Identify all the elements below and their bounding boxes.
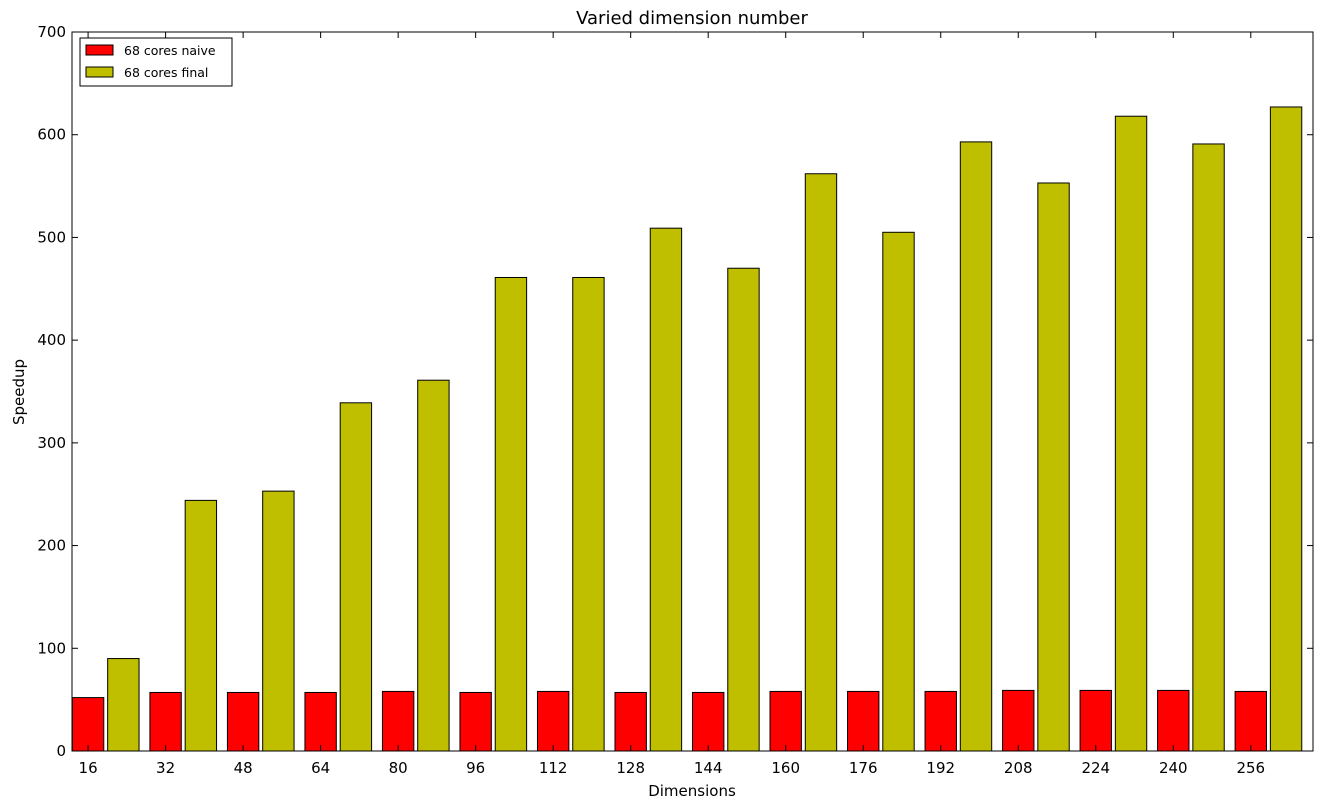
- y-tick-label: 400: [37, 331, 66, 349]
- x-axis-label: Dimensions: [648, 782, 736, 800]
- legend: 68 cores naive 68 cores final: [79, 37, 233, 87]
- y-tick-label: 300: [37, 434, 66, 452]
- chart-title: Varied dimension number: [576, 8, 808, 29]
- y-tick-label: 100: [37, 639, 66, 657]
- bar-final-32: [184, 499, 218, 752]
- plot-frame: [71, 31, 1314, 752]
- bar-final-208: [1037, 182, 1070, 752]
- bar-naive-160: [769, 690, 802, 752]
- x-tick-label: 144: [694, 759, 723, 777]
- bar-naive-256: [1234, 690, 1267, 752]
- bar-naive-64: [304, 691, 337, 752]
- bar-final-64: [339, 402, 373, 752]
- bar-naive-144: [692, 691, 725, 752]
- y-axis-label: Speedup: [10, 359, 28, 425]
- y-tick-label: 200: [37, 537, 66, 555]
- bar-naive-224: [1079, 689, 1112, 752]
- bar-final-80: [417, 379, 450, 752]
- bar-naive-80: [381, 690, 415, 752]
- x-tick-label: 96: [466, 759, 485, 777]
- plot-area: 0 100 200 300 400 500 600 700 16 32 48 64 80 96 112 128…: [37, 23, 1314, 777]
- legend-swatch-final: [85, 66, 114, 78]
- x-tick-label: 48: [234, 759, 253, 777]
- bar-naive-192: [924, 690, 957, 752]
- bar-final-192: [959, 141, 993, 752]
- x-tick-label: 112: [539, 759, 568, 777]
- bar-final-128: [649, 227, 683, 752]
- y-tick-label: 0: [56, 742, 66, 760]
- bar-final-176: [882, 231, 915, 752]
- x-tick-label: 16: [79, 759, 98, 777]
- x-tick-label: 240: [1159, 759, 1188, 777]
- x-tick-label: 80: [389, 759, 408, 777]
- bar-naive-176: [847, 690, 880, 752]
- x-tick-label: 160: [771, 759, 800, 777]
- bar-naive-48: [226, 691, 260, 752]
- y-tick-label: 600: [37, 126, 66, 144]
- x-tick-label: 192: [926, 759, 955, 777]
- bar-final-240: [1192, 143, 1225, 752]
- bar-naive-96: [459, 691, 492, 752]
- bar-naive-16: [71, 697, 105, 752]
- bar-final-96: [494, 276, 528, 752]
- bar-final-16: [107, 658, 140, 752]
- y-tick-label: 500: [37, 228, 66, 246]
- bar-naive-208: [1002, 689, 1035, 752]
- bar-naive-128: [614, 691, 647, 752]
- bar-final-112: [572, 276, 605, 752]
- x-tick-label: 64: [311, 759, 330, 777]
- bar-naive-32: [149, 691, 182, 752]
- x-tick-label: 176: [849, 759, 878, 777]
- x-tick-label: 256: [1236, 759, 1265, 777]
- y-tick-label: 700: [37, 23, 66, 41]
- bar-final-160: [804, 173, 838, 752]
- legend-swatch-naive: [85, 44, 114, 56]
- x-tick-label: 224: [1081, 759, 1110, 777]
- x-tick-label: 208: [1004, 759, 1033, 777]
- bar-naive-112: [536, 690, 570, 752]
- legend-label-naive: 68 cores naive: [124, 43, 216, 58]
- x-tick-label: 128: [616, 759, 645, 777]
- bar-naive-240: [1157, 689, 1190, 752]
- x-tick-label: 32: [156, 759, 175, 777]
- bar-final-144: [727, 267, 760, 752]
- legend-label-final: 68 cores final: [124, 65, 208, 80]
- bar-final-48: [262, 490, 295, 752]
- bar-final-256: [1269, 106, 1303, 752]
- bar-final-224: [1114, 115, 1148, 752]
